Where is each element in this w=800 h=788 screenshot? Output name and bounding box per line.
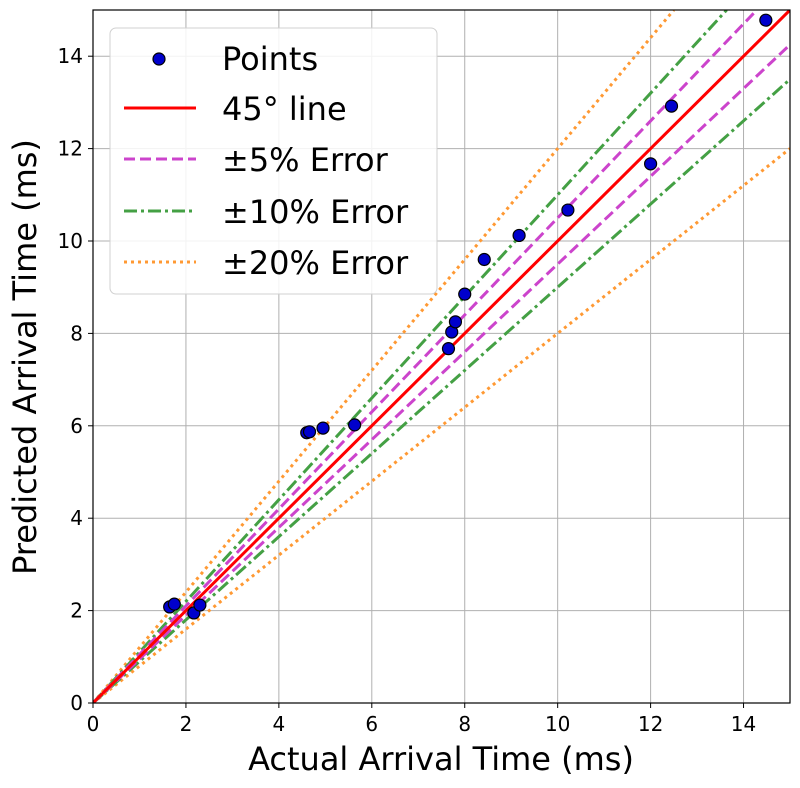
y-tick-label: 14 xyxy=(58,44,83,68)
legend-20pct-label: ±20% Error xyxy=(222,244,409,282)
x-tick-label: 0 xyxy=(87,712,100,736)
data-point xyxy=(512,228,526,243)
data-point xyxy=(441,342,456,356)
legend-45-line-label: 45° line xyxy=(222,90,347,128)
y-tick-label: 10 xyxy=(58,229,83,253)
legend-points-label: Points xyxy=(222,40,318,78)
x-axis-ticks: 0 2 4 6 8 10 12 14 xyxy=(87,703,756,736)
legend-5pct-label: ±5% Error xyxy=(222,141,389,179)
plot-frame xyxy=(92,9,791,704)
x-tick-label: 14 xyxy=(731,712,756,736)
reference-line xyxy=(93,10,728,703)
data-point xyxy=(458,287,472,301)
data-point xyxy=(316,421,330,435)
data-point xyxy=(193,598,207,612)
data-point xyxy=(302,425,317,439)
x-axis-label: Actual Arrival Time (ms) xyxy=(248,740,634,778)
y-axis-label: Predicted Arrival Time (ms) xyxy=(6,139,44,575)
reference-lines xyxy=(93,10,790,703)
y-tick-label: 12 xyxy=(58,137,83,161)
x-tick-label: 2 xyxy=(180,712,193,736)
y-tick-label: 6 xyxy=(70,414,83,438)
data-point xyxy=(664,99,679,113)
x-tick-label: 8 xyxy=(458,712,471,736)
data-point xyxy=(167,597,181,611)
data-point xyxy=(759,13,773,27)
x-tick-label: 12 xyxy=(638,712,663,736)
data-points xyxy=(163,13,773,620)
x-tick-label: 10 xyxy=(545,712,570,736)
y-axis-ticks: 0 2 4 6 8 10 12 14 xyxy=(58,44,93,715)
reference-line xyxy=(93,10,790,703)
reference-line xyxy=(93,78,790,703)
legend-points-marker xyxy=(152,52,166,66)
legend-10pct-label: ±10% Error xyxy=(222,193,409,231)
x-tick-label: 4 xyxy=(272,712,285,736)
reference-line xyxy=(93,147,790,703)
x-tick-label: 6 xyxy=(365,712,378,736)
data-point xyxy=(448,315,463,329)
y-tick-label: 0 xyxy=(70,691,83,715)
legend-box xyxy=(109,27,438,295)
data-point xyxy=(477,252,491,267)
y-tick-label: 2 xyxy=(70,599,83,623)
data-point xyxy=(643,157,658,171)
legend: Points 45° line ±5% Error ±10% Error ±20… xyxy=(109,27,438,295)
y-tick-label: 4 xyxy=(70,506,83,530)
data-point xyxy=(348,418,362,432)
y-tick-label: 8 xyxy=(70,321,83,345)
data-point xyxy=(561,203,575,217)
